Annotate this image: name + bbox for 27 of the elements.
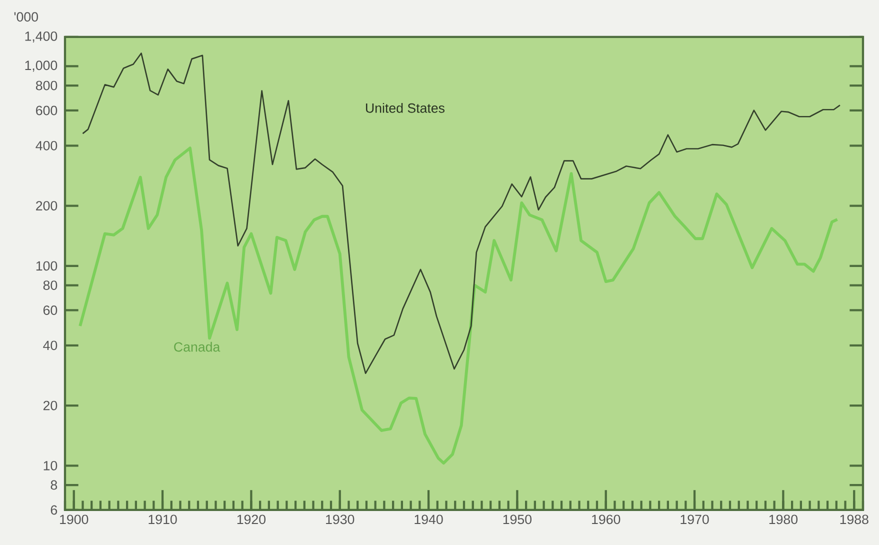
x-tick-label: 1970 [680, 514, 709, 524]
y-tick-label: 6 [50, 505, 58, 515]
x-tick-label: 1950 [503, 514, 532, 524]
y-axis-title: '000 [14, 12, 38, 22]
x-tick-label: 1920 [237, 514, 266, 524]
y-tick-label: 1,400 [25, 31, 58, 43]
x-tick-label: 1900 [60, 514, 88, 524]
x-tick-label: 1960 [592, 514, 620, 524]
y-tick-label: 20 [43, 400, 58, 410]
y-tick-label: 800 [36, 80, 58, 90]
y-tick-label: 8 [50, 480, 58, 490]
series-label: Canada [174, 342, 220, 352]
x-tick-label: 1940 [414, 514, 443, 524]
x-tick-label: 1930 [326, 514, 354, 524]
y-tick-label: 100 [36, 261, 58, 271]
y-tick-label: 400 [36, 140, 58, 150]
y-tick-label: 10 [44, 460, 58, 470]
y-tick-label: 80 [43, 280, 58, 290]
y-tick-label: 40 [43, 340, 58, 350]
x-tick-label: 1988 [840, 514, 868, 524]
y-tick-label: 600 [36, 106, 58, 116]
text: United States [366, 103, 445, 113]
x-tick-label: 1910 [148, 514, 177, 524]
y-tick-label: 200 [36, 201, 58, 211]
y-tick-label: 60 [43, 306, 58, 315]
x-tick-label: 1980 [769, 514, 798, 524]
y-tick-label: 1,000 [25, 60, 58, 72]
